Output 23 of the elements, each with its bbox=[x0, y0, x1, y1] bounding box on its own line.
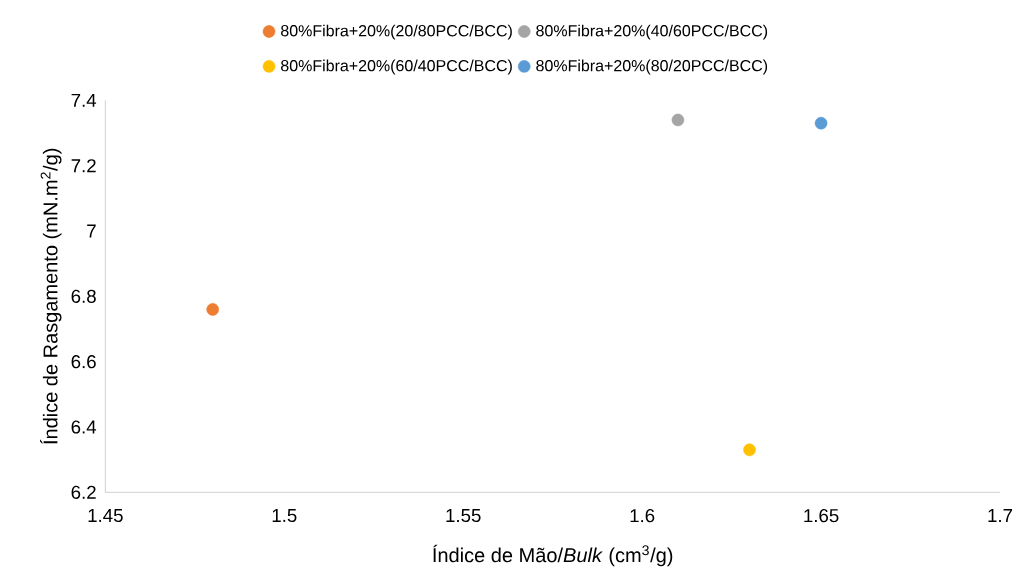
x-tick-label: 1.55 bbox=[446, 509, 481, 523]
x-tick-label: 1.5 bbox=[272, 509, 297, 523]
y-axis-title: Índice de Rasgamento (mN.m$^{2}$/g) bbox=[40, 148, 62, 444]
x-tick-label: 1.45 bbox=[88, 509, 123, 523]
y-tick-label: 6.4 bbox=[71, 420, 97, 434]
x-tick-label: 1.65 bbox=[804, 509, 839, 523]
point bbox=[743, 443, 756, 457]
point bbox=[671, 113, 685, 127]
y-tick-label: 7 bbox=[87, 224, 96, 238]
x-tick-label: 1.6 bbox=[630, 509, 655, 523]
point bbox=[206, 303, 219, 316]
legend-label: 80%Fibra+20%(20/80PCC/BCC) bbox=[281, 24, 512, 40]
y-tick-label: 7.4 bbox=[71, 93, 97, 107]
y-tick-label: 7.2 bbox=[71, 159, 96, 173]
x-axis-title: Índice de Mão/Bulk (cm$^{3}$/g) bbox=[433, 544, 673, 567]
legend-label: 80%Fibra+20%(80/20PCC/BCC) bbox=[536, 59, 768, 75]
point bbox=[814, 116, 828, 130]
x-tick-label: 1.7 bbox=[988, 509, 1012, 522]
y-tick-label: 6.8 bbox=[71, 289, 96, 303]
legend-label: 80%Fibra+20%(60/40PCC/BCC) bbox=[281, 59, 512, 75]
y-tick-label: 6.2 bbox=[71, 485, 96, 499]
legend-label: 80%Fibra+20%(40/60PCC/BCC) bbox=[536, 24, 768, 40]
y-tick-label: 6.6 bbox=[71, 355, 96, 369]
